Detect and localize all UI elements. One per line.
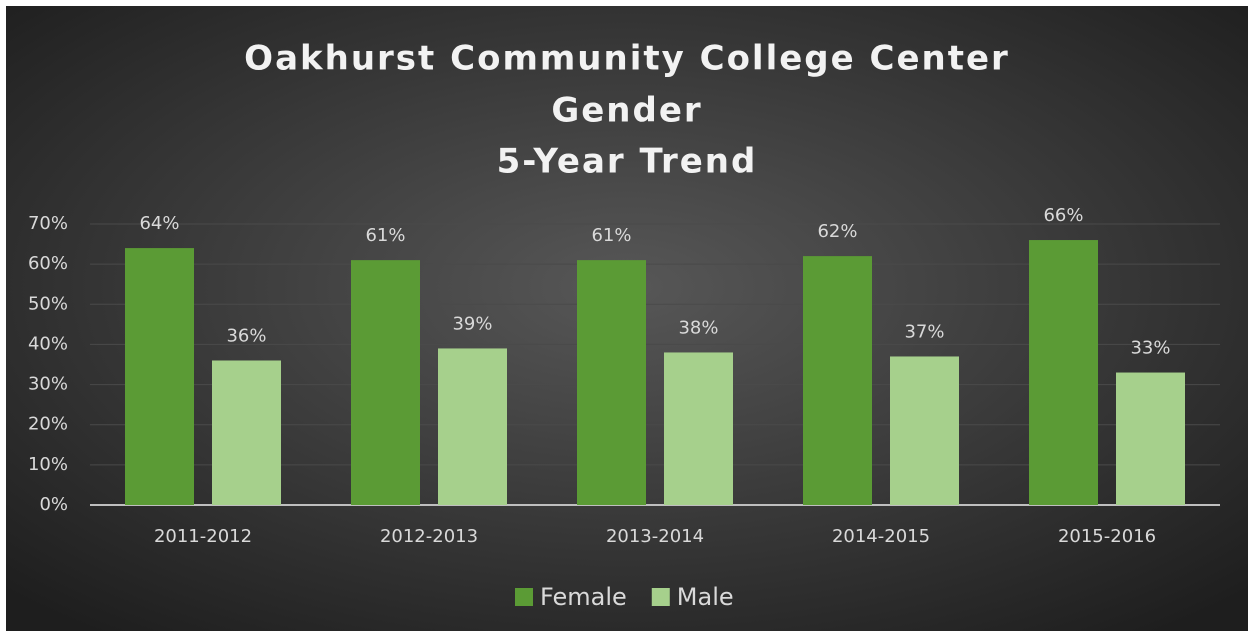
y-tick-label: 40% [28, 333, 68, 354]
bar [803, 256, 872, 505]
y-tick-label: 50% [28, 293, 68, 314]
y-tick-label: 20% [28, 414, 68, 435]
y-tick-label: 30% [28, 374, 68, 395]
bar [577, 260, 646, 505]
legend-label: Male [677, 583, 734, 611]
chart-title: 5-Year Trend [497, 142, 758, 182]
chart-title: Oakhurst Community College Center [244, 39, 1010, 79]
bar [212, 360, 281, 505]
bar [351, 260, 420, 505]
x-tick-label: 2012-2013 [380, 526, 478, 547]
data-label: 39% [452, 313, 492, 334]
legend-swatch [651, 588, 670, 606]
data-label: 61% [591, 225, 631, 246]
bar [1116, 372, 1185, 505]
legend-swatch [515, 588, 533, 606]
chart-title: Gender [551, 91, 702, 131]
x-tick-label: 2011-2012 [154, 526, 252, 547]
data-label: 36% [226, 325, 266, 346]
x-tick-label: 2013-2014 [606, 526, 704, 547]
y-tick-label: 10% [28, 454, 68, 475]
data-label: 38% [678, 317, 718, 338]
bar [438, 348, 507, 505]
x-tick-label: 2014-2015 [832, 526, 930, 547]
bar [1029, 240, 1098, 506]
bar [125, 248, 194, 506]
data-label: 37% [904, 321, 944, 342]
legend-label: Female [540, 583, 627, 611]
data-label: 62% [817, 221, 857, 242]
data-label: 64% [139, 213, 179, 234]
x-tick-label: 2015-2016 [1058, 526, 1156, 547]
bar [890, 356, 959, 505]
data-label: 66% [1043, 205, 1083, 226]
y-tick-label: 70% [28, 213, 68, 234]
data-label: 33% [1130, 338, 1170, 359]
bar [664, 352, 733, 505]
data-label: 61% [365, 225, 405, 246]
y-tick-label: 60% [28, 253, 68, 274]
y-tick-label: 0% [39, 494, 68, 515]
